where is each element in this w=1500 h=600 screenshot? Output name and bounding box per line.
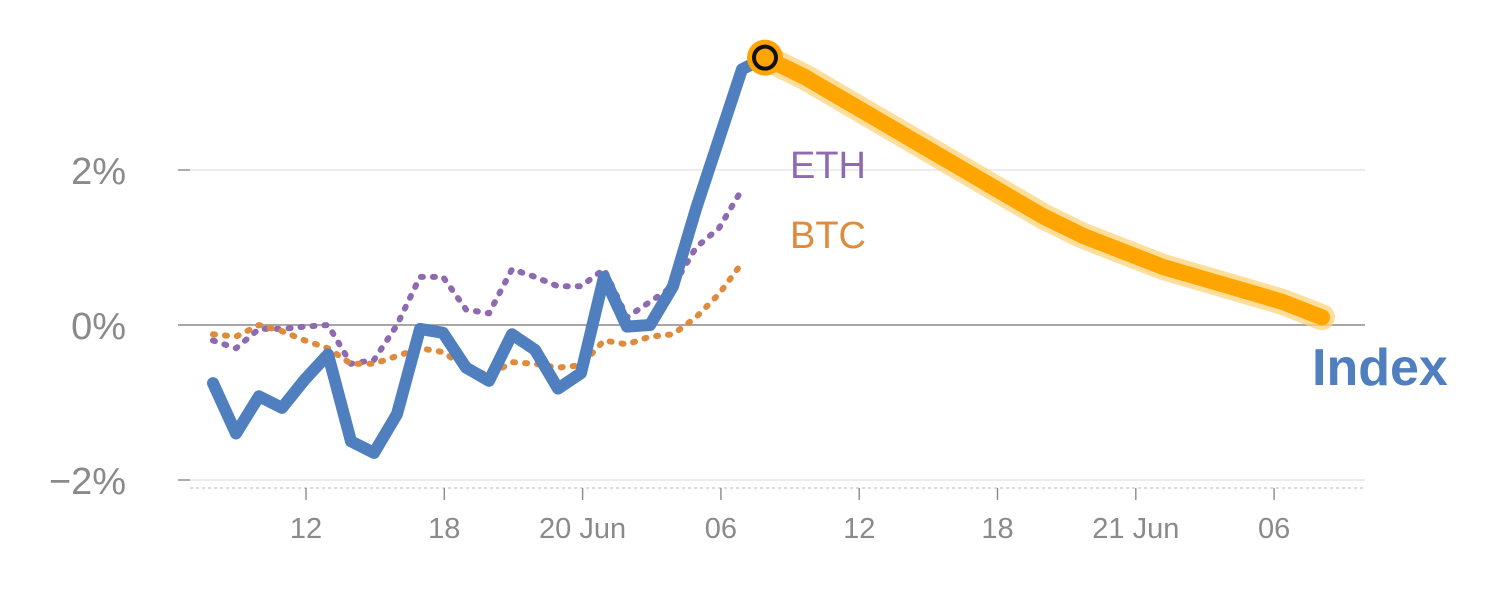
btc-series-label: BTC (790, 215, 866, 257)
forecast-band-line (757, 49, 1330, 326)
x-tick-label: 06 (705, 513, 737, 545)
btc-series-line (210, 260, 745, 379)
series-layer (207, 44, 1335, 459)
markers (747, 39, 783, 76)
index-series-line (207, 51, 771, 459)
axes (178, 324, 1365, 500)
x-tick-label: 06 (1258, 513, 1290, 545)
y-tick-labels: −2% 0% 2% (49, 151, 126, 503)
eth-series-line (210, 186, 745, 367)
y-tick-label: −2% (49, 461, 126, 503)
y-tick-label: 0% (71, 306, 126, 348)
x-tick-label: 12 (290, 513, 322, 545)
index-series-label: Index (1312, 339, 1448, 397)
x-tick-labels: 12 18 20 Jun 06 12 18 21 Jun 06 (290, 513, 1290, 545)
x-tick-label: 12 (843, 513, 875, 545)
current-marker (752, 44, 778, 71)
y-tick-label: 2% (71, 151, 126, 193)
x-tick-label: 18 (428, 513, 460, 545)
x-tick-label: 20 Jun (539, 513, 626, 545)
grid-lines (178, 169, 1365, 481)
x-tick-label: 21 Jun (1092, 513, 1179, 545)
eth-series-label: ETH (790, 145, 866, 187)
x-tick-label: 18 (981, 513, 1013, 545)
